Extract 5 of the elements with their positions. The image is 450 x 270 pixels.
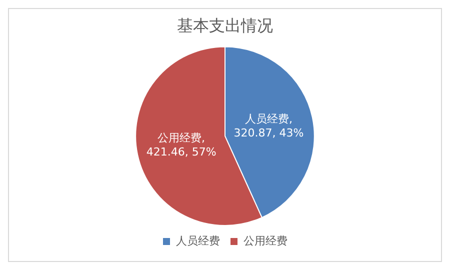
- data-label: 公用经费, 421.46, 57%: [146, 131, 216, 158]
- data-label: 人员经费, 320.87, 43%: [234, 112, 304, 140]
- legend-label: 公用经费: [244, 234, 288, 248]
- chart-title: 基本支出情况: [177, 16, 273, 35]
- legend-label: 人员经费: [176, 234, 220, 248]
